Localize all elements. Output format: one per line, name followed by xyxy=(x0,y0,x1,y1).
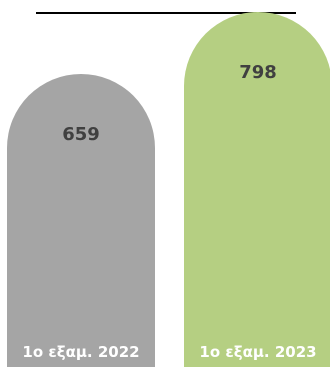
bar-value-label-2023: 798 xyxy=(239,62,277,83)
category-label-2023: 1ο εξαμ. 2023 xyxy=(199,343,317,361)
bar-2022: 659 1ο εξαμ. 2022 xyxy=(7,74,155,367)
bar-value-label-2022: 659 xyxy=(62,124,100,145)
bar-2023: 798 1ο εξαμ. 2023 xyxy=(184,12,330,367)
category-label-2022: 1ο εξαμ. 2022 xyxy=(22,343,140,361)
top-rule xyxy=(36,12,296,14)
